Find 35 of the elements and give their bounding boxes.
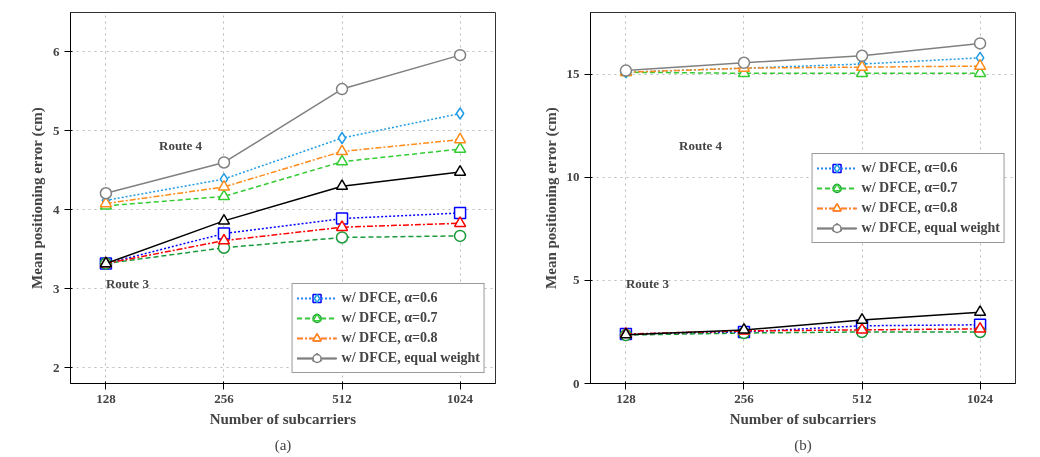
y-axis-title: Mean positioning error (cm) — [542, 107, 560, 289]
annotation: Route 3 — [625, 275, 670, 291]
legend-label: w/ DFCE, α=0.8 — [341, 330, 438, 346]
x-tick-label: 256 — [214, 390, 235, 406]
x-tick-label: 1024 — [447, 390, 474, 406]
x-tick-label: 512 — [332, 390, 352, 406]
legend-label: w/ DFCE, α=0.7 — [341, 310, 438, 326]
y-axis-title: Mean positioning error (cm) — [29, 107, 46, 289]
x-tick-label: 256 — [734, 390, 755, 406]
text: (b) — [794, 436, 812, 454]
y-tick-label: 4 — [53, 201, 60, 217]
x-axis-title: Number of subcarriers — [209, 410, 357, 427]
x-tick-label: 128 — [96, 390, 117, 406]
legend-label: w/ DFCE, equal weight — [341, 350, 480, 366]
annotation: Route 4 — [159, 138, 203, 154]
x-axis-title: Number of subcarriers — [729, 410, 877, 427]
legend-label: w/ DFCE, equal weight — [861, 219, 1000, 236]
legend-label: w/ DFCE, α=0.6 — [861, 159, 958, 176]
y-tick-label: 2 — [53, 359, 60, 375]
y-tick-label: 0 — [573, 375, 580, 391]
annotation: Route 4 — [679, 138, 723, 154]
x-tick-label: 1024 — [967, 390, 994, 406]
legend-label: w/ DFCE, α=0.8 — [861, 199, 958, 216]
y-tick-label: 6 — [53, 43, 60, 59]
x-tick-label: 512 — [852, 390, 872, 406]
y-tick-label: 3 — [53, 280, 60, 296]
y-tick-label: 5 — [573, 272, 580, 288]
x-tick-label: 128 — [616, 390, 637, 406]
legend-label: w/ DFCE, α=0.6 — [341, 290, 438, 306]
y-tick-label: 10 — [566, 169, 580, 185]
legend-label: w/ DFCE, α=0.7 — [861, 179, 958, 196]
annotation: Route 3 — [105, 275, 150, 291]
text: (a) — [274, 436, 292, 454]
y-tick-label: 15 — [566, 66, 580, 82]
y-tick-label: 5 — [53, 122, 60, 138]
